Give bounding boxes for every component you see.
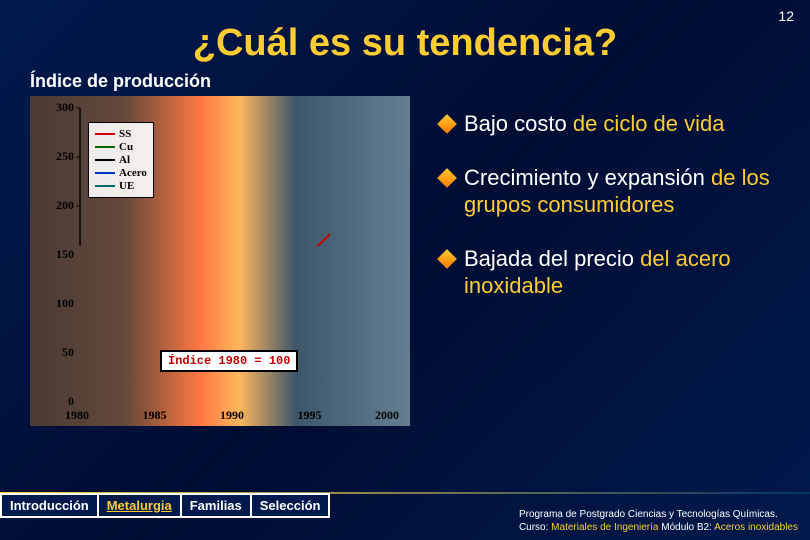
footer-line2b: Materiales de Ingeniería — [551, 522, 658, 533]
footer-line1: Programa de Postgrado Ciencias y Tecnolo… — [519, 509, 778, 520]
chart: 050100150200250300 19801985199019952000 … — [30, 96, 410, 426]
y-tick-label: 300 — [56, 100, 74, 115]
legend-item: Acero — [95, 167, 147, 179]
legend-item: Cu — [95, 141, 147, 153]
x-tick-label: 1990 — [220, 408, 244, 423]
y-tick-label: 50 — [62, 345, 74, 360]
nav-tab-selección[interactable]: Selección — [250, 493, 331, 518]
footer-line2c: Módulo B2: — [658, 522, 714, 533]
chart-legend: SSCuAlAceroUE — [88, 122, 154, 198]
bullet-item: Crecimiento y expansión de los grupos co… — [440, 164, 790, 219]
y-tick-label: 200 — [56, 198, 74, 213]
footer: Programa de Postgrado Ciencias y Tecnolo… — [519, 508, 798, 534]
nav-tab-metalurgia[interactable]: Metalurgia — [97, 493, 182, 518]
legend-item: Al — [95, 154, 147, 166]
legend-item: SS — [95, 128, 147, 140]
page-title: ¿Cuál es su tendencia? — [0, 0, 810, 65]
bullet-list: Bajo costo de ciclo de vida Crecimiento y… — [410, 96, 810, 426]
footer-line2a: Curso: — [519, 522, 551, 533]
bullet-text: Crecimiento y expansión de los grupos co… — [464, 164, 790, 219]
x-tick-label: 2000 — [375, 408, 399, 423]
legend-item: UE — [95, 180, 147, 192]
bullet-icon — [437, 168, 457, 188]
chart-index-note: Índice 1980 = 100 — [160, 350, 298, 372]
x-tick-label: 1980 — [65, 408, 89, 423]
y-tick-label: 0 — [68, 394, 74, 409]
x-tick-label: 1995 — [298, 408, 322, 423]
bullet-text: Bajada del precio del acero inoxidable — [464, 245, 790, 300]
bullet-icon — [437, 249, 457, 269]
y-tick-label: 250 — [56, 149, 74, 164]
nav-tabs: IntroducciónMetalurgiaFamiliasSelección — [0, 493, 328, 518]
nav-tab-introducción[interactable]: Introducción — [0, 493, 99, 518]
slide-number: 12 — [778, 8, 794, 24]
x-tick-label: 1985 — [143, 408, 167, 423]
chart-subtitle: Índice de producción — [30, 71, 810, 92]
y-tick-label: 150 — [56, 247, 74, 262]
nav-tab-familias[interactable]: Familias — [180, 493, 252, 518]
chart-plot — [30, 96, 330, 246]
bullet-item: Bajada del precio del acero inoxidable — [440, 245, 790, 300]
bullet-item: Bajo costo de ciclo de vida — [440, 110, 790, 138]
y-tick-label: 100 — [56, 296, 74, 311]
content-row: 050100150200250300 19801985199019952000 … — [0, 96, 810, 426]
bullet-icon — [437, 114, 457, 134]
footer-line2d: Aceros inoxidables — [714, 522, 798, 533]
bullet-text: Bajo costo de ciclo de vida — [464, 110, 725, 138]
